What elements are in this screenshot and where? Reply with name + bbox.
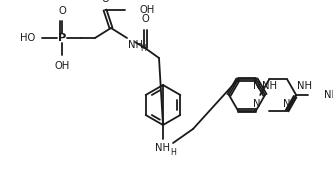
Text: NH₂: NH₂ — [324, 90, 333, 100]
Text: OH: OH — [139, 5, 154, 15]
Text: H: H — [140, 44, 146, 53]
Text: O: O — [58, 6, 66, 16]
Text: NH: NH — [262, 81, 277, 91]
Text: OH: OH — [54, 61, 70, 71]
Text: O: O — [141, 14, 149, 24]
Text: N: N — [253, 99, 261, 109]
Text: NH: NH — [155, 143, 169, 153]
Text: H: H — [170, 148, 176, 157]
Text: NH: NH — [297, 81, 312, 91]
Text: NH: NH — [128, 40, 143, 50]
Text: N: N — [283, 99, 291, 109]
Text: HO: HO — [20, 33, 35, 43]
Text: O: O — [101, 0, 109, 4]
Text: N: N — [253, 81, 261, 91]
Text: P: P — [58, 33, 66, 43]
